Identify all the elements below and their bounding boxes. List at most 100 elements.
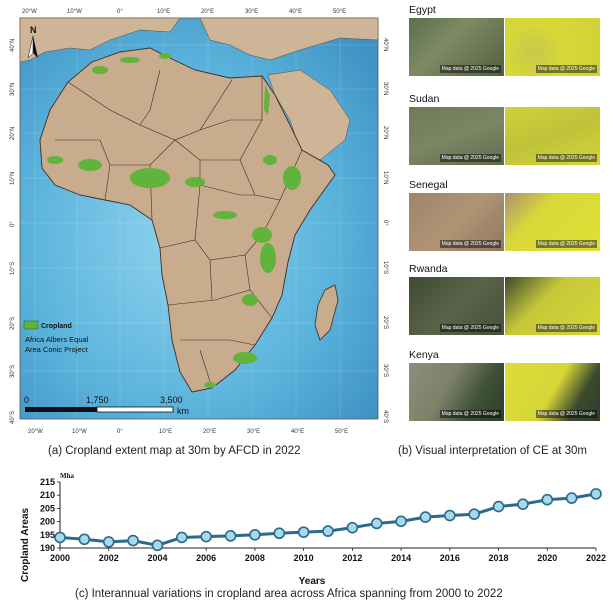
y-tick-label: 215 — [40, 477, 55, 487]
cropland-patch — [263, 155, 277, 165]
projection-line-2: Area Conic Project — [25, 345, 88, 354]
x-tick-label: 2012 — [342, 553, 362, 563]
cropland-patch — [185, 177, 205, 187]
data-point — [297, 526, 310, 538]
lon-label: 0° — [117, 429, 123, 435]
lon-label: 40°E — [291, 429, 304, 435]
cropland-patch — [130, 168, 170, 188]
egypt-cropland-overlay: Map data @ 2025 Google — [505, 18, 600, 76]
lat-label: 40°N — [10, 39, 16, 52]
lon-label: 10°W — [67, 9, 82, 15]
lon-label: 40°E — [289, 9, 302, 15]
map-attribution: Map data @ 2025 Google — [535, 154, 597, 162]
lat-label: 30°N — [382, 82, 388, 95]
lon-label: 20°W — [28, 429, 43, 435]
chart-caption: (c) Interannual variations in cropland a… — [75, 588, 503, 600]
lat-label: 40°S — [10, 411, 16, 424]
y-unit-label: Mha — [60, 472, 75, 480]
cropland-patch — [120, 57, 140, 63]
cropland-area-line-chart: Mha Cropland Areas Years 190 195 200 205 210… — [20, 472, 606, 587]
scale-unit: km — [177, 406, 189, 416]
cropland-legend-swatch — [23, 320, 39, 330]
cropland-patch — [252, 227, 272, 243]
cropland-patch — [78, 159, 102, 171]
data-point — [492, 500, 505, 513]
arabian-peninsula — [267, 69, 351, 161]
data-point — [541, 493, 554, 506]
y-tick-label: 190 — [40, 543, 55, 553]
data-point — [176, 531, 188, 544]
lat-label: 10°N — [10, 172, 16, 185]
data-point — [200, 530, 212, 543]
lat-label: 10°N — [382, 171, 388, 184]
data-point — [590, 488, 602, 500]
lat-label: 0° — [382, 220, 388, 226]
cropland-patch — [242, 294, 258, 306]
data-point — [127, 534, 139, 547]
map-attribution: Map data @ 2025 Google — [439, 65, 501, 73]
bottom-longitude-labels: 20°W 10°W 0° 10°E 20°E 30°E 40°E 50°E — [28, 429, 348, 435]
lon-label: 50°E — [335, 429, 348, 435]
y-tick-label: 210 — [40, 490, 55, 500]
map-attribution: Map data @ 2025 Google — [535, 65, 597, 73]
mediterranean-north-land — [199, 17, 379, 61]
map-attribution: Map data @ 2025 Google — [439, 324, 501, 332]
x-tick-label: 2020 — [537, 553, 557, 563]
cropland-patch — [260, 243, 276, 273]
map-attribution: Map data @ 2025 Google — [535, 240, 597, 248]
cropland-patch — [283, 166, 301, 190]
lat-label: 30°S — [382, 364, 388, 377]
x-tick-label: 2010 — [294, 553, 314, 563]
gallery-caption: (b) Visual interpretation of CE at 30m — [398, 445, 587, 457]
madagascar — [314, 284, 339, 341]
lat-label: 20°S — [10, 317, 16, 330]
cropland-patch — [92, 66, 108, 74]
cropland-patch — [233, 352, 257, 364]
map-caption: (a) Cropland extent map at 30m by AFCD i… — [48, 445, 301, 457]
x-tick-label: 2004 — [147, 553, 167, 563]
gallery-label-rwanda: Rwanda — [409, 263, 448, 275]
lon-label: 30°E — [245, 9, 258, 15]
egypt-satellite-image: Map data @ 2025 Google — [409, 18, 504, 76]
map-attribution: Map data @ 2025 Google — [535, 324, 597, 332]
lat-label: 0° — [10, 221, 16, 227]
gallery-label-sudan: Sudan — [409, 93, 440, 105]
lon-label: 0° — [117, 9, 123, 15]
map-attribution: Map data @ 2025 Google — [439, 410, 501, 418]
europe-land — [19, 17, 181, 63]
scale-label-1750: 1,750 — [86, 395, 109, 405]
kenya-satellite-image: Map data @ 2025 Google — [409, 363, 504, 421]
data-point — [565, 492, 578, 504]
visual-interpretation-gallery: Egypt Map data @ 2025 Google Map data @ … — [405, 0, 613, 440]
lon-label: 10°W — [72, 429, 87, 435]
sudan-cropland-overlay: Map data @ 2025 Google — [505, 107, 600, 165]
y-tick-label: 195 — [40, 530, 55, 540]
left-latitude-labels: 40°N 30°N 20°N 10°N 0° 10°S 20°S 30°S 40… — [10, 39, 16, 424]
data-point — [468, 508, 480, 521]
lon-label: 20°E — [203, 429, 216, 435]
cropland-patch — [264, 85, 270, 115]
kenya-cropland-overlay: Map data @ 2025 Google — [505, 363, 600, 421]
data-point — [151, 539, 164, 552]
y-tick-label: 205 — [40, 503, 55, 513]
y-axis-title: Cropland Areas — [20, 507, 31, 582]
lat-label: 30°S — [10, 365, 16, 378]
lon-label: 30°E — [247, 429, 260, 435]
data-point — [517, 498, 529, 510]
north-arrow-label: N — [30, 25, 37, 35]
lat-label: 20°N — [10, 127, 16, 140]
cropland-patch — [159, 53, 171, 59]
data-point — [249, 529, 261, 541]
lat-label: 40°S — [382, 410, 388, 423]
data-point — [273, 527, 286, 540]
y-tick-label: 200 — [40, 517, 55, 527]
cropland-patches — [47, 53, 301, 388]
gallery-label-kenya: Kenya — [409, 349, 439, 361]
data-point — [322, 525, 334, 537]
sudan-satellite-image: Map data @ 2025 Google — [409, 107, 504, 165]
map-attribution: Map data @ 2025 Google — [535, 410, 597, 418]
projection-line-1: Africa Albers Equal — [25, 335, 89, 344]
x-tick-label: 2000 — [50, 553, 70, 563]
scale-bar: 0 1,750 3,500 km — [24, 395, 189, 416]
x-tick-label: 2002 — [99, 553, 119, 563]
